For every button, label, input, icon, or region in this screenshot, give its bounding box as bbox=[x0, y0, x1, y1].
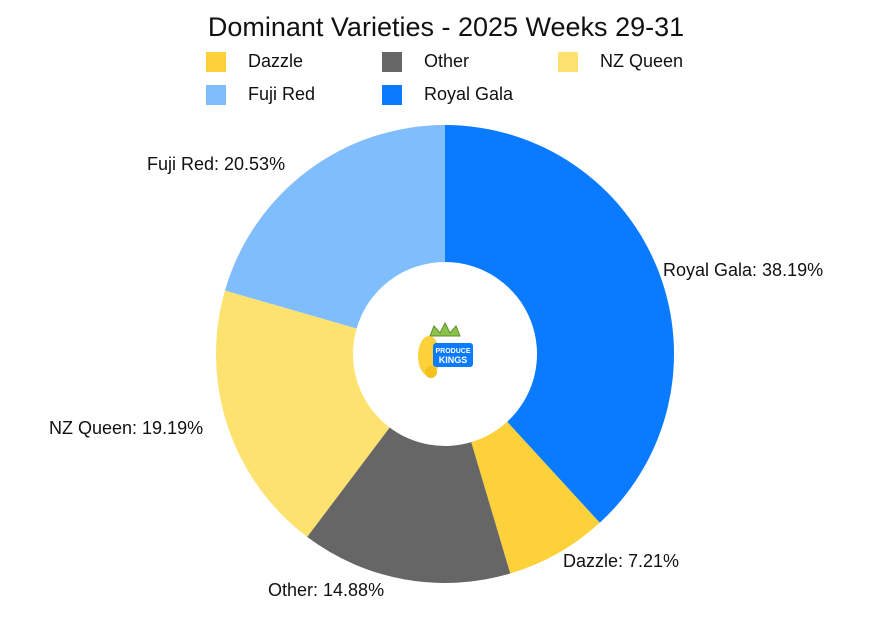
legend-item-royal-gala: Royal Gala bbox=[382, 84, 513, 105]
legend-swatch-other bbox=[382, 51, 402, 72]
legend-item-fuji-red: Fuji Red bbox=[206, 84, 315, 105]
legend-swatch-dazzle bbox=[206, 51, 226, 72]
legend-label-dazzle: Dazzle bbox=[248, 51, 304, 71]
legend-item-nz-queen: NZ Queen bbox=[558, 51, 683, 72]
legend-label-royal-gala: Royal Gala bbox=[424, 84, 514, 104]
legend-item-other: Other bbox=[382, 51, 469, 72]
legend-label-fuji-red: Fuji Red bbox=[248, 84, 316, 104]
legend-swatch-royal-gala bbox=[382, 84, 402, 105]
slice-dazzle bbox=[471, 421, 600, 574]
slice-label-other: Other: 14.88% bbox=[268, 580, 384, 600]
slice-fuji-red bbox=[224, 125, 445, 329]
slice-nz-queen bbox=[216, 290, 390, 537]
slice-label-dazzle: Dazzle: 7.21% bbox=[563, 551, 679, 571]
legend-swatch-nz-queen bbox=[558, 51, 578, 72]
logo-crown bbox=[429, 321, 461, 337]
legend-item-dazzle: Dazzle bbox=[206, 51, 303, 72]
slice-label-royal-gala: Royal Gala: 38.19% bbox=[663, 260, 823, 280]
logo-badge bbox=[433, 343, 473, 367]
logo-text-kings: KINGS bbox=[439, 355, 468, 365]
slice-other bbox=[307, 427, 511, 583]
legend-label-nz-queen: NZ Queen bbox=[600, 51, 684, 71]
slice-label-fuji-red: Fuji Red: 20.53% bbox=[147, 154, 285, 174]
donut-slices bbox=[216, 125, 674, 583]
logo-fruit bbox=[425, 366, 437, 378]
slice-labels: Royal Gala: 38.19% Dazzle: 7.21% Other: 14… bbox=[49, 154, 823, 600]
chart-legend: Dazzle Other NZ Queen Fuji Red Royal Gal… bbox=[0, 0, 892, 110]
legend-swatch-fuji-red bbox=[206, 84, 226, 105]
slice-label-nz-queen: NZ Queen: 19.19% bbox=[49, 418, 203, 438]
logo-text-produce: PRODUCE bbox=[435, 348, 470, 355]
legend-label-other: Other bbox=[424, 51, 470, 71]
slice-royal-gala bbox=[445, 125, 674, 523]
chart-title: Dominant Varieties - 2025 Weeks 29-31 bbox=[207, 12, 685, 42]
